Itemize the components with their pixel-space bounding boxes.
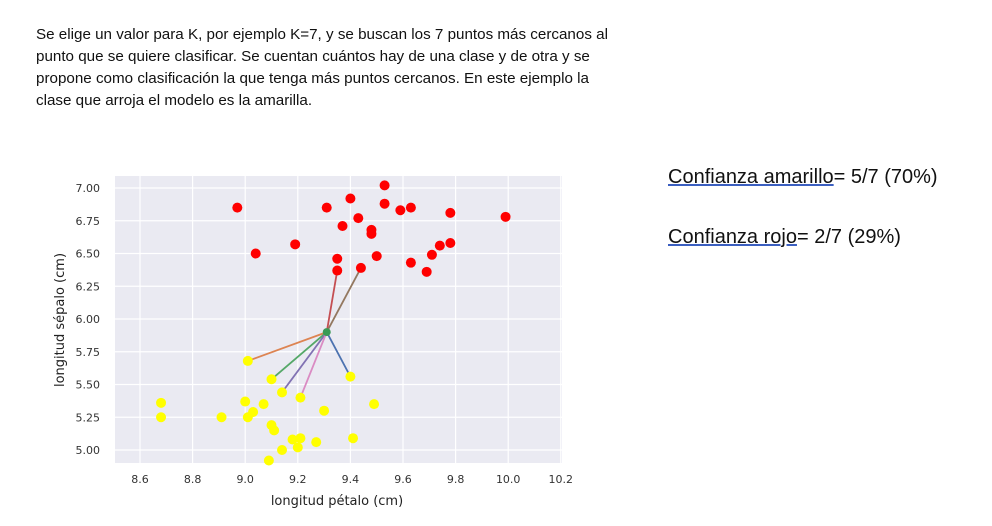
x-tick-label: 8.8 <box>184 473 202 486</box>
y-tick-label: 5.75 <box>76 346 101 359</box>
red-point <box>355 262 366 273</box>
neighbor-line <box>325 267 362 333</box>
yellow-point <box>216 412 227 423</box>
red-point <box>250 248 261 259</box>
yellow-point <box>319 405 330 416</box>
red-point <box>332 265 343 276</box>
yellow-point <box>269 425 280 436</box>
confidence-yellow: Confianza amarillo= 5/7 (70%) <box>668 166 938 189</box>
yellow-point <box>266 374 277 385</box>
y-tick-label: 5.50 <box>76 379 101 392</box>
red-point <box>345 193 356 204</box>
red-point <box>353 213 364 224</box>
red-point <box>426 249 437 260</box>
red-point <box>232 202 243 213</box>
yellow-point <box>295 392 306 403</box>
x-tick-label: 10.2 <box>549 473 574 486</box>
red-point <box>434 240 445 251</box>
yellow-point <box>263 455 274 466</box>
y-axis-label: longitud sépalo (cm) <box>53 253 68 387</box>
yellow-point <box>258 399 269 410</box>
red-point <box>405 202 416 213</box>
neighbor-line <box>299 331 328 398</box>
query-point <box>322 328 331 337</box>
y-tick-label: 5.25 <box>76 411 101 424</box>
yellow-point <box>156 397 167 408</box>
yellow-point <box>287 434 298 445</box>
yellow-point <box>295 433 306 444</box>
red-point <box>321 202 332 213</box>
paragraph-line: punto que se quiere clasificar. Se cuent… <box>36 48 590 65</box>
red-point <box>337 220 348 231</box>
yellow-point <box>156 412 167 423</box>
paragraph-line: propone como clasificación la que tenga … <box>36 70 589 87</box>
x-tick-label: 9.4 <box>342 473 360 486</box>
yellow-point <box>277 387 288 398</box>
y-tick-label: 6.25 <box>76 280 101 293</box>
neighbor-line <box>247 331 328 362</box>
yellow-point <box>277 445 288 455</box>
yellow-point <box>311 437 322 448</box>
red-point <box>332 253 343 264</box>
paragraph-line: Se elige un valor para K, por ejemplo K=… <box>36 26 608 43</box>
x-tick-label: 8.6 <box>131 473 149 486</box>
confidence-red-label: Confianza rojo <box>668 226 797 248</box>
neighbor-line <box>325 331 352 378</box>
red-point <box>290 239 301 250</box>
confidence-yellow-value: = 5/7 (70%) <box>833 166 938 188</box>
x-tick-label: 9.8 <box>447 473 465 486</box>
yellow-point <box>292 442 303 453</box>
neighbor-line <box>281 331 328 393</box>
red-point <box>395 205 406 216</box>
x-tick-label: 9.6 <box>394 473 412 486</box>
x-tick-label: 9.2 <box>289 473 307 486</box>
neighbor-line <box>270 331 328 380</box>
red-point <box>421 266 432 277</box>
red-point <box>405 257 416 268</box>
yellow-point <box>369 399 380 410</box>
explanation-paragraph: Se elige un valor para K, por ejemplo K=… <box>36 24 656 112</box>
yellow-point <box>242 355 253 366</box>
x-tick-label: 9.0 <box>236 473 254 486</box>
red-point <box>445 207 456 218</box>
y-tick-label: 6.00 <box>76 313 101 326</box>
confidence-red-value: = 2/7 (29%) <box>796 226 901 248</box>
paragraph-line: clase que arroja el modelo es la amarill… <box>36 92 313 109</box>
y-tick-label: 5.00 <box>76 444 101 457</box>
red-point <box>366 228 377 239</box>
yellow-point <box>248 407 259 418</box>
red-point <box>445 238 456 249</box>
yellow-point <box>348 433 359 444</box>
y-tick-label: 6.75 <box>76 215 101 228</box>
yellow-point <box>345 371 356 382</box>
confidence-yellow-label: Confianza amarillo <box>668 166 834 188</box>
y-tick-label: 7.00 <box>76 182 101 195</box>
x-tick-label: 10.0 <box>496 473 521 486</box>
yellow-point <box>240 396 251 407</box>
x-axis-label: longitud pétalo (cm) <box>271 494 403 509</box>
red-point <box>379 198 390 209</box>
confidence-red: Confianza rojo= 2/7 (29%) <box>668 226 901 249</box>
y-tick-label: 6.50 <box>76 248 101 261</box>
red-point <box>379 180 390 191</box>
neighbor-line <box>325 270 339 333</box>
red-point <box>371 251 382 262</box>
red-point <box>500 211 511 222</box>
